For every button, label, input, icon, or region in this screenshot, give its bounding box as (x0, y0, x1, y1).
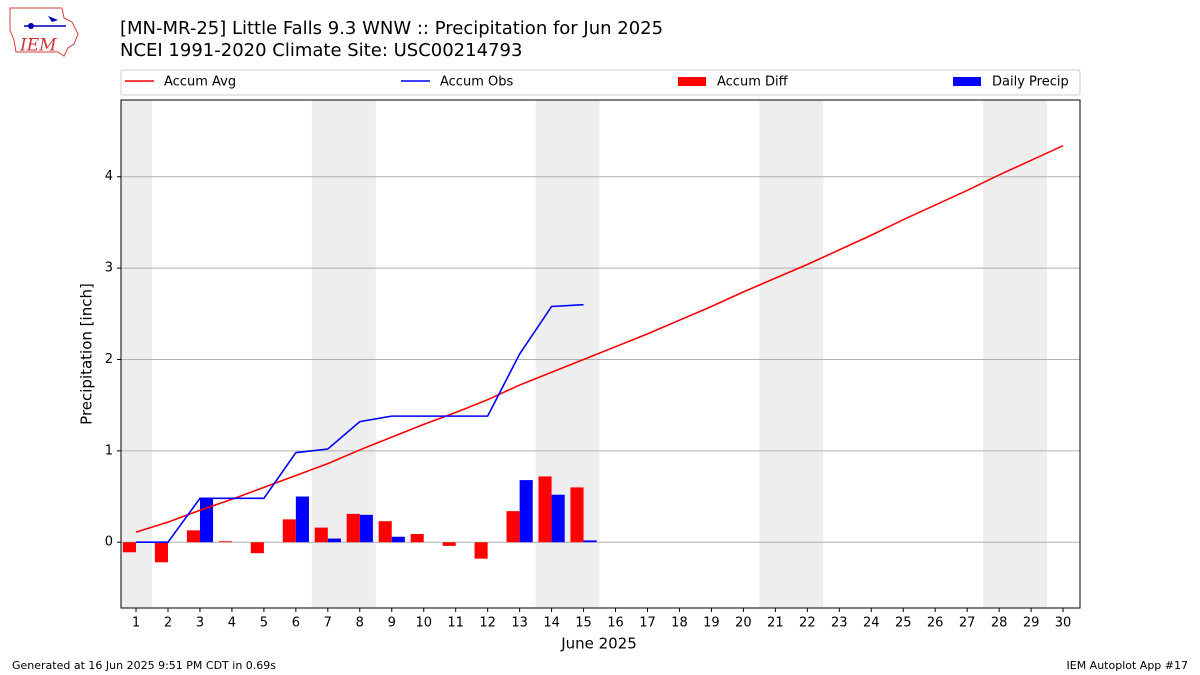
y-tick-label: 1 (105, 443, 113, 458)
y-tick-label: 0 (105, 535, 113, 550)
x-tick-label: 30 (1055, 616, 1072, 631)
footer-right: IEM Autoplot App #17 (1067, 659, 1189, 672)
logo-flag (48, 16, 58, 22)
y-axis-label: Precipitation [inch] (78, 283, 96, 425)
x-tick-label: 22 (799, 616, 816, 631)
y-tick-label: 3 (105, 261, 113, 276)
x-tick-label: 28 (991, 616, 1008, 631)
x-tick-label: 24 (863, 616, 880, 631)
x-tick-label: 5 (260, 616, 268, 631)
x-tick-label: 21 (767, 616, 784, 631)
bar (506, 511, 520, 543)
x-tick-label: 3 (196, 616, 204, 631)
bar (359, 514, 373, 543)
legend-label: Accum Avg (164, 75, 236, 90)
x-tick-label: 18 (671, 616, 688, 631)
x-tick-label: 16 (607, 616, 624, 631)
legend-label: Accum Diff (717, 75, 789, 90)
logo-text: IEM (19, 36, 57, 56)
bar (538, 476, 552, 543)
x-tick-label: 7 (324, 616, 332, 631)
bar (378, 521, 392, 543)
logo-dot (28, 23, 34, 29)
legend-swatch (678, 77, 706, 86)
bar (218, 541, 232, 543)
bar (442, 542, 456, 546)
bar (391, 536, 405, 543)
bar (570, 487, 584, 543)
x-axis-label: June 2025 (560, 635, 637, 653)
x-tick-label: 26 (927, 616, 944, 631)
x-tick-label: 2 (164, 616, 172, 631)
footer-left: Generated at 16 Jun 2025 9:51 PM CDT in … (12, 659, 276, 672)
bar (295, 496, 309, 543)
x-tick-label: 4 (228, 616, 236, 631)
x-tick-label: 23 (831, 616, 848, 631)
weekend-shade (759, 100, 792, 608)
weekend-shade (983, 100, 1016, 608)
bar (327, 538, 341, 543)
x-tick-label: 14 (543, 616, 560, 631)
weekend-shade (311, 100, 344, 608)
weekend-shade (1015, 100, 1048, 608)
bar (122, 542, 137, 553)
legend-box (120, 69, 1081, 96)
bar (519, 480, 533, 543)
legend-label: Daily Precip (992, 75, 1069, 90)
logo: IEM (9, 7, 79, 57)
weekend-shade (121, 100, 153, 608)
y-tick-label: 4 (105, 169, 113, 184)
bar (250, 542, 264, 554)
x-tick-label: 20 (735, 616, 752, 631)
x-tick-label: 19 (703, 616, 720, 631)
weekend-shade (791, 100, 824, 608)
legend-label: Accum Obs (440, 75, 513, 90)
x-tick-label: 10 (415, 616, 432, 631)
bar (410, 533, 424, 543)
x-tick-label: 11 (447, 616, 464, 631)
logo-outline (9, 7, 79, 57)
bar (346, 513, 360, 543)
x-tick-label: 17 (639, 616, 656, 631)
chart-subtitle: NCEI 1991-2020 Climate Site: USC00214793 (120, 40, 522, 61)
y-tick-label: 2 (105, 352, 113, 367)
x-tick-label: 8 (356, 616, 364, 631)
bar (199, 498, 214, 543)
x-tick-label: 13 (511, 616, 528, 631)
line-series (136, 303, 584, 544)
legend-swatch (953, 77, 981, 86)
bar (314, 527, 328, 543)
x-tick-label: 15 (575, 616, 592, 631)
x-tick-label: 9 (388, 616, 396, 631)
bar (186, 530, 200, 543)
x-tick-label: 25 (895, 616, 912, 631)
x-tick-label: 12 (479, 616, 496, 631)
chart-title: [MN-MR-25] Little Falls 9.3 WNW :: Preci… (120, 18, 663, 39)
bar (154, 542, 168, 563)
bar (474, 542, 488, 559)
x-tick-label: 6 (292, 616, 300, 631)
line-series (135, 144, 1064, 533)
bar (551, 494, 565, 543)
x-tick-label: 1 (132, 616, 140, 631)
bar (282, 519, 296, 543)
x-tick-label: 29 (1023, 616, 1040, 631)
bar (583, 540, 597, 543)
x-tick-label: 27 (959, 616, 976, 631)
plot-frame (120, 99, 1081, 609)
